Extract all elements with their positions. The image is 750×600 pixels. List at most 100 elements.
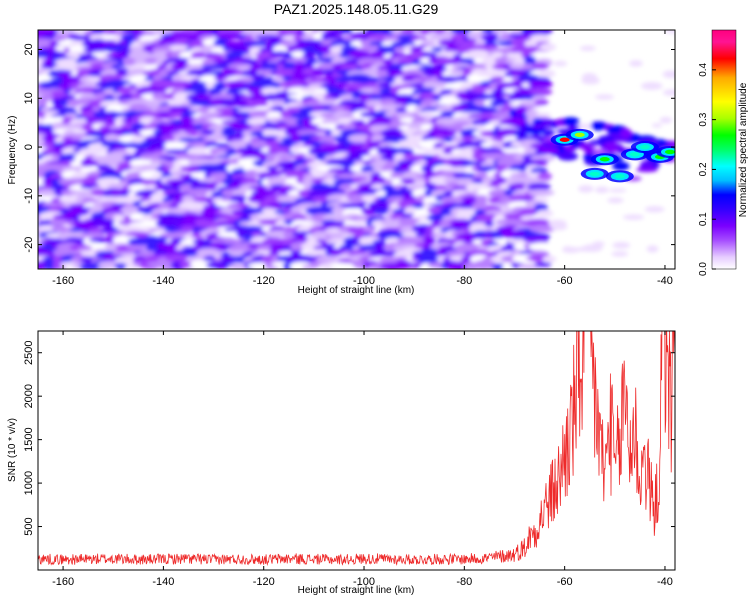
heatmap-cell xyxy=(659,116,673,124)
heatmap-hotspot-core xyxy=(614,174,625,179)
heatmap-cell xyxy=(466,49,490,59)
heatmap-cell xyxy=(563,144,575,152)
heatmap-cell xyxy=(620,128,632,138)
heatmap-hotspot-core xyxy=(589,171,600,177)
heatmap-cell xyxy=(579,45,596,51)
heatmap-y-tick-label: -10 xyxy=(23,188,35,204)
heatmap-hotspot-core xyxy=(559,137,570,142)
heatmap-y-ticks: -20 -10 0 10 20 xyxy=(23,43,675,253)
heatmap-cell xyxy=(422,235,436,245)
heatmap-cell xyxy=(483,123,496,131)
colorbar-tick-label: 0.3 xyxy=(698,112,709,126)
heatmap-cell xyxy=(92,44,106,54)
heatmap-cell xyxy=(534,112,551,118)
heatmap-cell xyxy=(598,135,615,143)
colorbar: 0.0 0.1 0.2 0.3 0.4 Normalized spectral ampl… xyxy=(698,29,749,276)
heatmap-cell xyxy=(612,242,631,249)
snr-x-tick-label: -60 xyxy=(557,576,573,588)
heatmap-cell xyxy=(646,245,659,253)
heatmap-cell xyxy=(326,86,340,96)
heatmap-cell xyxy=(607,197,624,204)
snr-y-tick-label: 2500 xyxy=(23,340,35,364)
heatmap-cell xyxy=(395,106,409,113)
heatmap-cell xyxy=(232,188,250,197)
heatmap-cell xyxy=(438,39,459,46)
heatmap-cell xyxy=(361,207,377,216)
colorbar-tick-label: 0.4 xyxy=(698,62,709,76)
heatmap-x-tick-label: -80 xyxy=(456,275,472,287)
heatmap-cell xyxy=(532,62,549,70)
heatmap-cell xyxy=(165,254,192,263)
heatmap-cell xyxy=(186,146,213,156)
snr-background xyxy=(38,331,675,570)
colorbar-ticks: 0.0 0.1 0.2 0.3 0.4 xyxy=(698,62,716,276)
heatmap-cell xyxy=(291,50,306,58)
heatmap-y-tick-label: 20 xyxy=(23,43,35,55)
heatmap-cell xyxy=(475,195,490,204)
heatmap-x-tick-label: -140 xyxy=(152,275,174,287)
heatmap-cell xyxy=(527,80,553,89)
heatmap-cell xyxy=(536,209,554,218)
heatmap-cell xyxy=(205,182,219,191)
heatmap-cell xyxy=(322,75,337,85)
heatmap-cell xyxy=(370,50,386,61)
heatmap-cell xyxy=(290,112,306,119)
heatmap-cell xyxy=(79,92,98,100)
heatmap-cell xyxy=(454,243,483,252)
heatmap-cell xyxy=(588,140,606,146)
snr-x-tick-label: -100 xyxy=(353,576,375,588)
heatmap-cell xyxy=(529,123,545,130)
heatmap-cell xyxy=(282,61,298,71)
heatmap-cell xyxy=(526,30,553,36)
heatmap-cell xyxy=(222,69,239,78)
heatmap-cell xyxy=(662,89,675,96)
heatmap-cell xyxy=(664,30,675,34)
colorbar-label: Normalized spectral amplitude xyxy=(738,82,749,217)
snr-y-label: SNR (10 * v/v) xyxy=(7,418,18,482)
snr-y-tick-label: 1500 xyxy=(23,427,35,451)
heatmap-frame xyxy=(37,29,676,270)
heatmap-cell xyxy=(523,55,536,66)
heatmap-cell xyxy=(612,161,630,171)
heatmap-cell xyxy=(262,129,277,138)
heatmap-cell xyxy=(230,194,247,204)
heatmap-cell xyxy=(644,206,665,213)
snr-y-tick-label: 500 xyxy=(23,517,35,535)
heatmap-cell xyxy=(38,117,46,125)
heatmap-cell xyxy=(54,34,68,41)
heatmap-cell xyxy=(190,51,207,59)
heatmap-cell xyxy=(608,188,627,193)
heatmap-cell xyxy=(562,117,580,127)
heatmap-cell xyxy=(49,219,69,226)
heatmap-cell xyxy=(159,160,177,167)
heatmap-cell xyxy=(246,100,272,107)
heatmap-cell xyxy=(429,147,447,155)
heatmap-cell xyxy=(496,128,521,138)
heatmap-cell xyxy=(368,201,393,211)
heatmap-x-tick-label: -40 xyxy=(657,275,673,287)
heatmap-x-tick-label: -120 xyxy=(253,275,275,287)
heatmap-cell xyxy=(100,218,117,228)
heatmap-hotspot-core xyxy=(574,132,585,138)
heatmap-cell xyxy=(38,97,49,108)
heatmap-cell xyxy=(534,262,552,268)
snr-y-tick-label: 1000 xyxy=(23,471,35,495)
heatmap-hotspot-core xyxy=(599,157,610,162)
heatmap-cell xyxy=(576,123,593,130)
heatmap-y-label: Frequency (Hz) xyxy=(7,116,18,185)
snr-x-tick-label: -140 xyxy=(152,576,174,588)
heatmap-cell xyxy=(122,57,137,67)
heatmap-cell xyxy=(400,178,418,184)
heatmap-cell xyxy=(247,94,271,102)
heatmap-cell xyxy=(455,91,469,102)
snr-x-label: Height of straight line (km) xyxy=(298,585,415,596)
heatmap-cell xyxy=(42,33,57,40)
snr-x-tick-label: -160 xyxy=(52,576,74,588)
chart-title: PAZ1.2025.148.05.11.G29 xyxy=(274,1,439,17)
heatmap-hotspots xyxy=(550,128,675,183)
heatmap-cell xyxy=(640,82,663,90)
heatmap-cell xyxy=(205,261,232,269)
colorbar-gradient xyxy=(711,29,737,270)
heatmap-cell xyxy=(524,39,538,48)
snr-y-tick-label: 2000 xyxy=(23,384,35,408)
